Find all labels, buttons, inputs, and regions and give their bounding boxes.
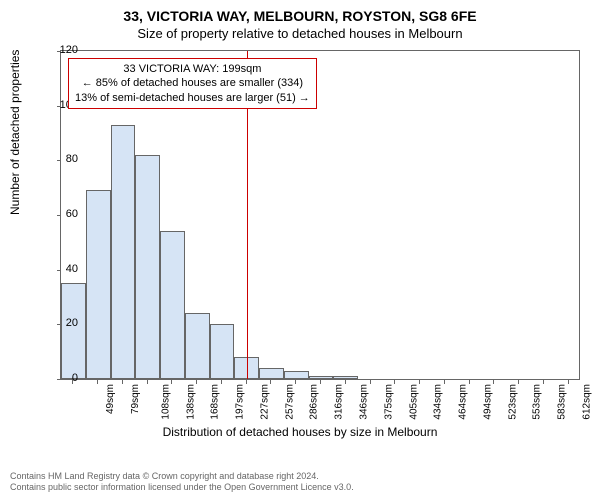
y-tick-label: 0 [48, 372, 78, 384]
x-tick-mark [295, 380, 296, 384]
x-tick-mark [171, 380, 172, 384]
x-tick-label: 553sqm [532, 384, 543, 420]
x-tick-label: 138sqm [185, 384, 196, 420]
x-tick-mark [221, 380, 222, 384]
x-tick-label: 434sqm [433, 384, 444, 420]
x-tick-mark [97, 380, 98, 384]
annotation-line2: ← 85% of detached houses are smaller (33… [75, 76, 310, 90]
x-tick-label: 494sqm [482, 384, 493, 420]
x-axis-label: Distribution of detached houses by size … [0, 425, 600, 439]
x-tick-label: 79sqm [130, 384, 141, 414]
histogram-bar [210, 324, 235, 379]
footer-line2: Contains public sector information licen… [10, 482, 354, 494]
x-tick-mark [246, 380, 247, 384]
x-tick-label: 316sqm [334, 384, 345, 420]
histogram-bar [111, 125, 136, 379]
annotation-box: 33 VICTORIA WAY: 199sqm ← 85% of detache… [68, 58, 317, 109]
x-tick-mark [122, 380, 123, 384]
x-tick-label: 523sqm [507, 384, 518, 420]
histogram-bar [135, 155, 160, 379]
y-tick-label: 120 [48, 44, 78, 56]
x-tick-mark [469, 380, 470, 384]
x-tick-label: 346sqm [359, 384, 370, 420]
x-tick-mark [568, 380, 569, 384]
x-tick-label: 227sqm [260, 384, 271, 420]
x-tick-mark [394, 380, 395, 384]
histogram-bar [86, 190, 111, 379]
x-tick-mark [345, 380, 346, 384]
y-tick-label: 40 [48, 263, 78, 275]
y-tick-label: 20 [48, 317, 78, 329]
x-tick-label: 464sqm [458, 384, 469, 420]
footer-line1: Contains HM Land Registry data © Crown c… [10, 471, 354, 483]
y-tick-label: 80 [48, 153, 78, 165]
x-tick-label: 168sqm [210, 384, 221, 420]
x-tick-mark [493, 380, 494, 384]
x-tick-mark [543, 380, 544, 384]
y-tick-label: 60 [48, 208, 78, 220]
annotation-line1: 33 VICTORIA WAY: 199sqm [75, 62, 310, 76]
x-tick-mark [72, 380, 73, 384]
y-axis-label: Number of detached properties [8, 50, 22, 215]
x-tick-label: 583sqm [557, 384, 568, 420]
x-tick-mark [518, 380, 519, 384]
x-tick-label: 375sqm [383, 384, 394, 420]
x-tick-label: 612sqm [581, 384, 592, 420]
x-tick-mark [270, 380, 271, 384]
x-tick-label: 197sqm [235, 384, 246, 420]
chart-title: 33, VICTORIA WAY, MELBOURN, ROYSTON, SG8… [0, 0, 600, 24]
x-tick-label: 257sqm [284, 384, 295, 420]
x-tick-mark [320, 380, 321, 384]
x-tick-mark [419, 380, 420, 384]
histogram-bar [61, 283, 86, 379]
x-tick-label: 49sqm [105, 384, 116, 414]
x-tick-mark [370, 380, 371, 384]
x-tick-label: 405sqm [408, 384, 419, 420]
x-tick-label: 108sqm [160, 384, 171, 420]
footer: Contains HM Land Registry data © Crown c… [10, 471, 354, 494]
histogram-bar [284, 371, 309, 379]
x-tick-mark [147, 380, 148, 384]
x-tick-mark [196, 380, 197, 384]
histogram-bar [259, 368, 284, 379]
x-tick-mark [444, 380, 445, 384]
histogram-bar [309, 376, 334, 379]
annotation-line3: 13% of semi-detached houses are larger (… [75, 91, 310, 105]
chart-container: 33, VICTORIA WAY, MELBOURN, ROYSTON, SG8… [0, 0, 600, 500]
x-tick-label: 286sqm [309, 384, 320, 420]
histogram-bar [160, 231, 185, 379]
histogram-bar [333, 376, 358, 379]
histogram-bar [185, 313, 210, 379]
chart-subtitle: Size of property relative to detached ho… [0, 24, 600, 41]
